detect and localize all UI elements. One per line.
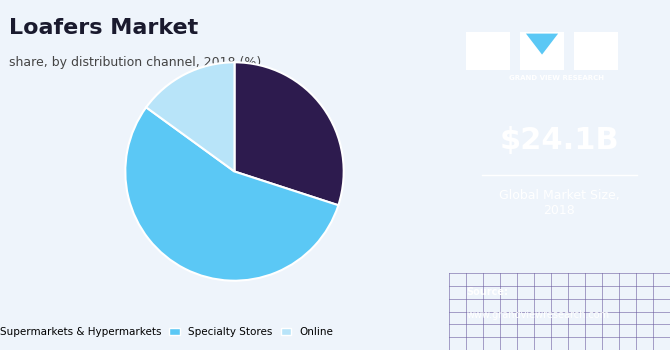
Text: share, by distribution channel, 2018 (%): share, by distribution channel, 2018 (%) xyxy=(9,56,261,69)
Text: Source:: Source: xyxy=(466,287,509,297)
Legend: Supermarkets & Hypermarkets, Specialty Stores, Online: Supermarkets & Hypermarkets, Specialty S… xyxy=(0,323,338,341)
Text: Global Market Size,
2018: Global Market Size, 2018 xyxy=(499,189,620,217)
Wedge shape xyxy=(125,107,338,281)
Wedge shape xyxy=(234,62,344,205)
Text: $24.1B: $24.1B xyxy=(500,126,619,154)
Text: GRAND VIEW RESEARCH: GRAND VIEW RESEARCH xyxy=(509,75,604,80)
Text: www.grandviewresearch.com: www.grandviewresearch.com xyxy=(466,310,610,320)
FancyBboxPatch shape xyxy=(520,32,564,70)
FancyBboxPatch shape xyxy=(574,32,618,70)
Text: Loafers Market: Loafers Market xyxy=(9,18,198,37)
Polygon shape xyxy=(526,34,558,55)
FancyBboxPatch shape xyxy=(466,32,510,70)
Wedge shape xyxy=(146,62,234,172)
